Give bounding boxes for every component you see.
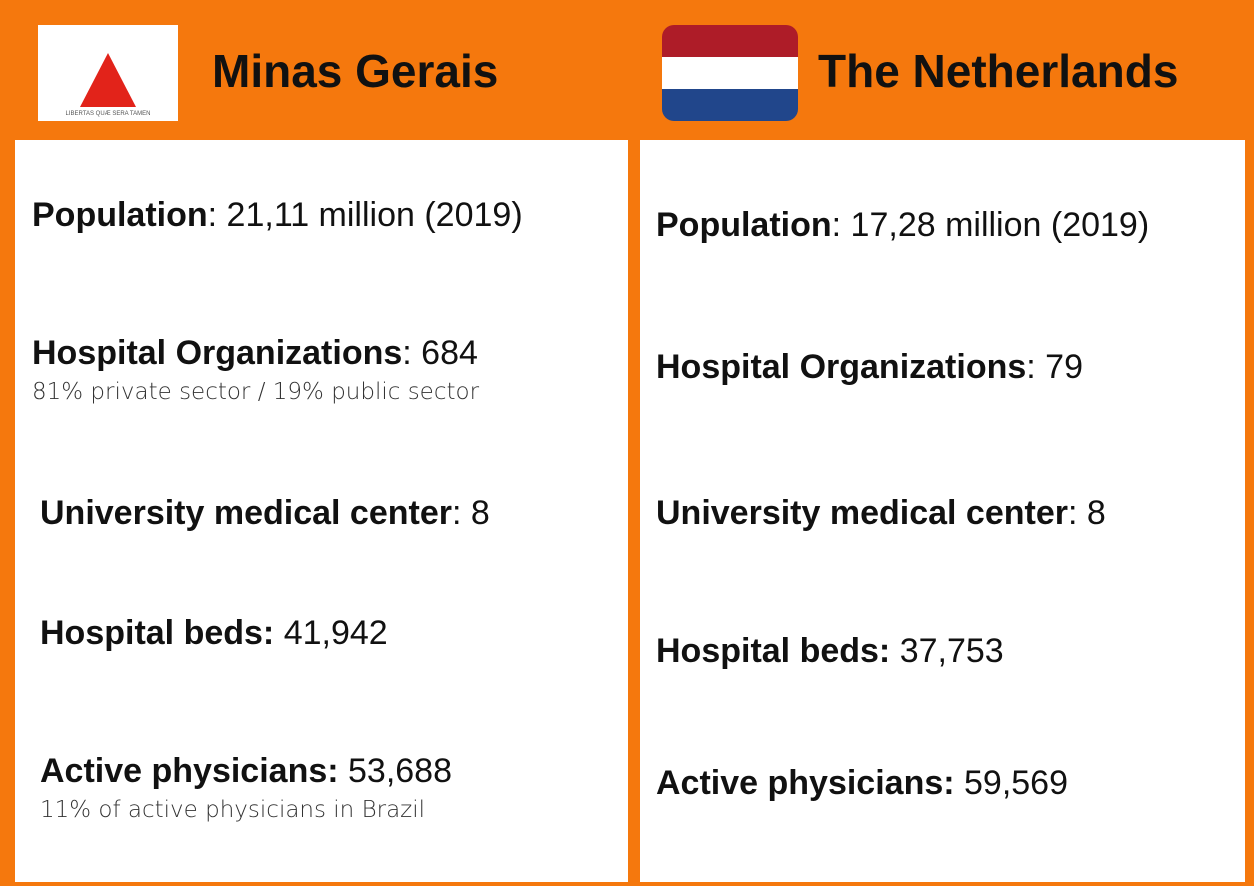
- stat-row: Hospital Organizations: 684 81% private s…: [32, 334, 479, 405]
- stat-label: University medical center: [40, 494, 452, 532]
- emblem: LIBERTAS QUÆ SERA TAMEN: [66, 53, 151, 117]
- stat-value: : 8: [451, 494, 490, 532]
- stat-row: Hospital Organizations: 79: [656, 348, 1083, 387]
- stat-label: Population: [656, 206, 832, 244]
- stat-note: 11% of active physicians in Brazil: [40, 797, 426, 823]
- emblem-text: LIBERTAS QUÆ SERA TAMEN: [66, 111, 151, 117]
- emblem-triangle: [80, 53, 136, 107]
- stat-value: : 684: [402, 334, 478, 372]
- stat-value: 53,688: [338, 752, 453, 790]
- stat-label: University medical center: [656, 494, 1068, 532]
- stat-row: Hospital beds: 41,942: [40, 614, 388, 653]
- stat-row: University medical center: 8: [40, 494, 490, 533]
- right-panel: [640, 140, 1245, 882]
- stat-note: 81% private sector / 19% public sector: [32, 379, 480, 405]
- stat-value: 37,753: [890, 632, 1004, 670]
- stat-row: University medical center: 8: [656, 494, 1106, 533]
- left-title: Minas Gerais: [212, 45, 499, 97]
- emblem-box: LIBERTAS QUÆ SERA TAMEN: [38, 25, 178, 121]
- stat-row: Active physicians: 59,569: [656, 764, 1068, 803]
- stat-value: : 17,28 million (2019): [831, 206, 1150, 244]
- stat-row: Population: 17,28 million (2019): [656, 206, 1149, 245]
- flag: [662, 25, 798, 121]
- stat-label: Hospital Organizations: [32, 334, 403, 372]
- stat-value: : 8: [1067, 494, 1106, 532]
- stat-label: Hospital Organizations: [656, 348, 1027, 386]
- stat-value: : 79: [1026, 348, 1083, 386]
- stat-label: Hospital beds:: [40, 614, 275, 652]
- stat-row: Active physicians: 53,688 11% of active p…: [40, 752, 452, 823]
- stat-label: Active physicians:: [656, 764, 955, 802]
- left-panel: [15, 140, 628, 882]
- stat-value: 59,569: [954, 764, 1069, 802]
- stat-label: Active physicians:: [40, 752, 339, 790]
- right-title: The Netherlands: [818, 45, 1179, 97]
- stat-value: 41,942: [274, 614, 388, 652]
- stat-label: Population: [32, 196, 208, 234]
- stat-label: Hospital beds:: [656, 632, 891, 670]
- stat-row: Hospital beds: 37,753: [656, 632, 1004, 671]
- stat-row: Population: 21,11 million (2019): [32, 196, 523, 235]
- stat-value: : 21,11 million (2019): [207, 196, 523, 234]
